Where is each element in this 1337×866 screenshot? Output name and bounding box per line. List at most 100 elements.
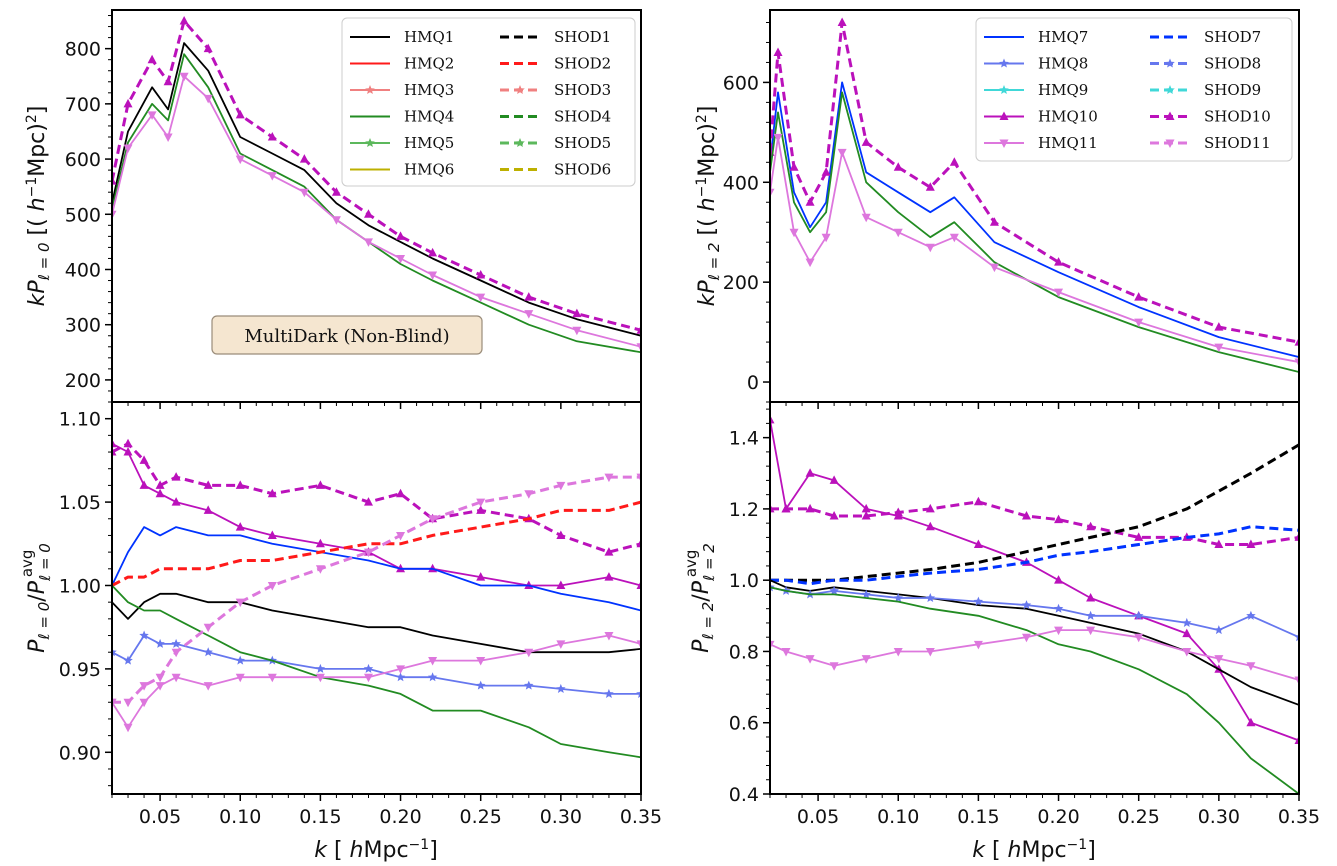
legend-label-hmq3: HMQ3 xyxy=(404,81,454,99)
point-shod10 xyxy=(893,507,903,516)
point-hmq8 xyxy=(1246,610,1256,620)
point-hmq8 xyxy=(770,582,775,592)
point-hmq8 xyxy=(139,630,149,640)
point-shod10 xyxy=(1021,511,1031,520)
point-hmq10 xyxy=(973,539,983,549)
point-shod10 xyxy=(805,503,815,513)
series-line-hmq1 xyxy=(112,42,641,337)
point-hmq8 xyxy=(475,680,486,690)
point-shod10 xyxy=(396,488,406,498)
point-shod10 xyxy=(1134,532,1144,541)
svg-text:Pℓ = 0/Pℓ = 0avg: Pℓ = 0/Pℓ = 0avg xyxy=(18,543,54,653)
point-shod10 xyxy=(973,496,983,506)
point-shod11 xyxy=(139,682,149,691)
point-hmq11 xyxy=(636,343,641,352)
point-hmq11 xyxy=(1214,343,1224,353)
point-hmq11 xyxy=(1054,626,1064,636)
point-shod10 xyxy=(163,76,173,86)
point-hmq8 xyxy=(893,593,903,602)
series-line-hmq7 xyxy=(770,81,1299,358)
point-shod10 xyxy=(203,480,213,489)
point-hmq11 xyxy=(770,188,775,198)
series-line-hmq1 xyxy=(112,592,641,654)
point-shod10 xyxy=(1054,514,1064,524)
point-shod10 xyxy=(1054,257,1064,266)
point-shod10 xyxy=(363,209,373,218)
point-hmq8 xyxy=(171,638,181,648)
y-tick-label: 600 xyxy=(65,149,101,171)
x-tick-label: 0.30 xyxy=(1198,806,1240,828)
point-shod10 xyxy=(604,547,614,556)
point-hmq10 xyxy=(861,503,871,513)
point-hmq11 xyxy=(396,665,406,674)
point-hmq11 xyxy=(179,72,189,82)
point-shod10 xyxy=(524,292,534,301)
point-hmq10 xyxy=(1086,593,1096,602)
point-hmq11 xyxy=(363,238,373,247)
point-shod10 xyxy=(572,308,582,318)
series-line-shod7 xyxy=(770,525,1299,586)
point-hmq11 xyxy=(770,640,775,650)
point-hmq8 xyxy=(427,672,438,682)
point-hmq11 xyxy=(805,258,815,268)
point-hmq11 xyxy=(1086,626,1096,636)
point-shod11 xyxy=(171,648,181,658)
point-shod10 xyxy=(861,511,871,520)
point-hmq11 xyxy=(556,640,566,649)
point-hmq10 xyxy=(604,572,614,581)
legend-label-shod3: SHOD3 xyxy=(554,81,611,99)
point-hmq10 xyxy=(123,447,133,456)
point-hmq11 xyxy=(973,640,983,650)
point-shod10 xyxy=(770,503,775,513)
point-hmq11 xyxy=(773,133,783,143)
point-hmq11 xyxy=(315,673,325,683)
point-hmq10 xyxy=(829,475,839,484)
point-shod10 xyxy=(235,480,245,489)
point-hmq8 xyxy=(1053,603,1064,613)
point-shod11 xyxy=(556,481,566,491)
legend-label-hmq4: HMQ4 xyxy=(404,108,454,126)
point-shod10 xyxy=(805,197,815,206)
point-hmq11 xyxy=(203,94,213,104)
point-hmq11 xyxy=(524,648,534,658)
point-hmq11 xyxy=(925,647,935,657)
legend-marker-shod5 xyxy=(515,138,525,147)
point-shod11 xyxy=(363,548,373,558)
point-hmq11 xyxy=(861,655,871,664)
point-shod10 xyxy=(1086,521,1096,531)
point-hmq11 xyxy=(1294,676,1299,685)
legend-marker-hmq3 xyxy=(365,85,375,94)
point-shod10 xyxy=(1214,322,1224,331)
point-hmq10 xyxy=(1246,717,1256,727)
point-hmq10 xyxy=(1294,735,1299,745)
point-hmq8 xyxy=(1214,625,1224,635)
series-line-hmq11 xyxy=(770,629,1299,681)
point-hmq11 xyxy=(949,233,959,243)
point-hmq8 xyxy=(112,647,117,657)
series-line-hmq4 xyxy=(770,586,1299,794)
y-tick-label: 300 xyxy=(65,315,101,337)
point-hmq10 xyxy=(636,580,641,589)
point-hmq11 xyxy=(428,657,438,666)
series-line-hmq11 xyxy=(112,634,641,729)
point-hmq8 xyxy=(861,589,871,599)
series-line-shod10 xyxy=(112,442,641,554)
point-hmq8 xyxy=(1021,600,1032,610)
point-shod10 xyxy=(773,47,783,56)
x-tick-label: 0.20 xyxy=(1037,806,1079,828)
point-shod10 xyxy=(179,16,189,25)
x-tick-label: 0.20 xyxy=(379,806,421,828)
point-hmq11 xyxy=(1294,358,1299,368)
point-hmq11 xyxy=(235,673,245,683)
point-hmq10 xyxy=(556,580,566,589)
point-hmq8 xyxy=(203,647,213,657)
legend-label-shod2: SHOD2 xyxy=(554,55,611,73)
y-tick-label: 1.05 xyxy=(59,492,101,514)
point-shod10 xyxy=(315,480,325,489)
point-shod10 xyxy=(267,488,277,498)
point-hmq8 xyxy=(829,585,839,595)
svg-text:kPℓ = 2 [( h−1Mpc)2]: kPℓ = 2 [( h−1Mpc)2] xyxy=(694,106,723,307)
point-shod10 xyxy=(781,503,791,513)
point-hmq11 xyxy=(363,673,373,683)
point-hmq11 xyxy=(476,293,486,303)
